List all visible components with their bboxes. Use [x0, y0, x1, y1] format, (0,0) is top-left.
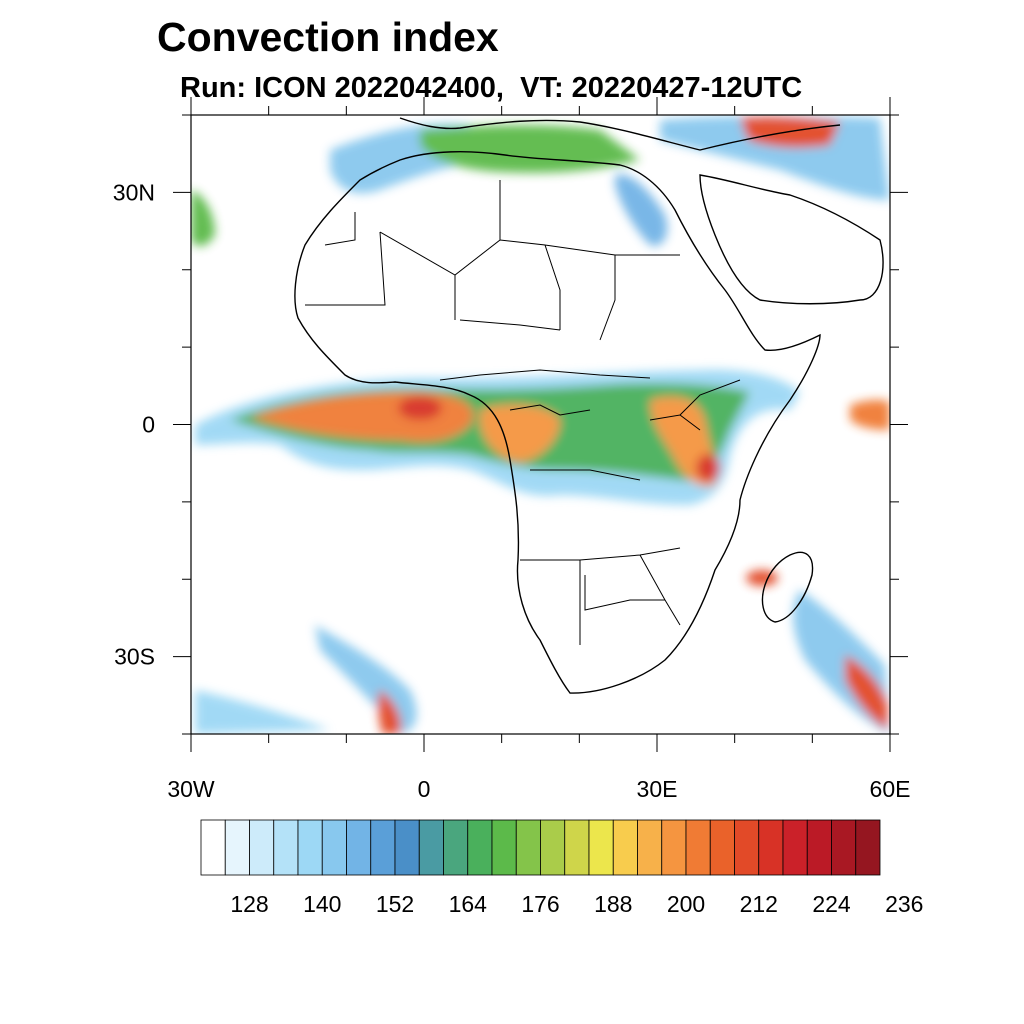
convection-nile-streak	[615, 174, 668, 246]
convection-field	[191, 115, 890, 734]
convection-sw-core	[377, 690, 402, 734]
convection-e-core	[850, 399, 890, 430]
colorbar-swatch	[515, 819, 541, 876]
colorbar-swatch	[685, 819, 711, 876]
border-lines-central	[439, 369, 741, 481]
chart-subtitle: Run: ICON 2022042400, VT: 20220427-12UTC	[180, 72, 803, 104]
colorbar-label: 236	[885, 891, 923, 917]
colorbar-swatch	[200, 819, 226, 876]
colorbar-swatch	[540, 819, 566, 876]
madagascar-coastline	[761, 551, 814, 623]
convection-eastafrica-red	[696, 454, 720, 482]
colorbar-swatch	[394, 819, 420, 876]
convection-se-core	[845, 655, 888, 730]
colorbar-swatch	[588, 819, 614, 876]
convection-west-patch	[191, 190, 215, 247]
europe-coastline	[399, 117, 841, 151]
convection-sw-lower	[195, 690, 330, 734]
colorbar-swatch	[709, 819, 735, 876]
colorbar-label: 152	[376, 891, 414, 917]
convection-madagascar	[746, 570, 778, 586]
convection-sw-streak	[315, 625, 417, 734]
colorbar-label: 176	[521, 891, 559, 917]
colorbar-swatch	[491, 819, 517, 876]
lon-label: 30E	[637, 776, 678, 802]
convection-westafrica-red	[398, 396, 442, 420]
lon-label: 0	[418, 776, 431, 802]
colorbar-swatch	[346, 819, 372, 876]
convection-congo-core	[480, 404, 560, 462]
colorbar-swatch	[321, 819, 347, 876]
chart-title: Convection index	[157, 14, 499, 60]
africa-coastline	[294, 151, 821, 694]
colorbar-swatch	[806, 819, 832, 876]
lat-label: 30N	[113, 179, 155, 205]
colorbar-swatch	[418, 819, 444, 876]
convection-med-band	[420, 125, 640, 173]
colorbar-label: 128	[230, 891, 268, 917]
colorbar-swatch	[612, 819, 638, 876]
colorbar-label: 200	[667, 891, 705, 917]
colorbar-swatch	[782, 819, 808, 876]
colorbar-swatch	[661, 819, 687, 876]
border-lines-north	[305, 180, 680, 341]
country-borders	[305, 180, 741, 645]
colorbar-swatch	[831, 819, 857, 876]
arabia-coastline	[699, 174, 884, 305]
border-lines-south	[520, 547, 681, 645]
colorbar-swatch	[443, 819, 469, 876]
colorbar: 128 140 152 164 176 188 200 212 224 236	[200, 819, 923, 917]
colorbar-swatch	[249, 819, 275, 876]
colorbar-label: 188	[594, 891, 632, 917]
colorbar-swatch	[637, 819, 663, 876]
lat-label: 30S	[114, 644, 155, 670]
lon-label: 60E	[870, 776, 911, 802]
lat-label: 0	[142, 412, 155, 438]
axis-ticks: 30N 0 30S 30W 0 30E 60E	[113, 97, 911, 802]
colorbar-swatch	[734, 819, 760, 876]
colorbar-label: 140	[303, 891, 341, 917]
colorbar-label: 224	[812, 891, 851, 917]
colorbar-label: 164	[449, 891, 488, 917]
coastlines	[294, 117, 884, 694]
colorbar-swatch	[564, 819, 590, 876]
colorbar-swatch	[224, 819, 250, 876]
lon-label: 30W	[167, 776, 215, 802]
colorbar-swatch	[273, 819, 299, 876]
colorbar-swatch	[758, 819, 784, 876]
colorbar-swatch	[297, 819, 323, 876]
colorbar-swatch	[467, 819, 493, 876]
colorbar-swatch	[370, 819, 396, 876]
convection-ne-red	[740, 116, 840, 148]
colorbar-label: 212	[740, 891, 778, 917]
colorbar-swatch	[855, 819, 881, 876]
